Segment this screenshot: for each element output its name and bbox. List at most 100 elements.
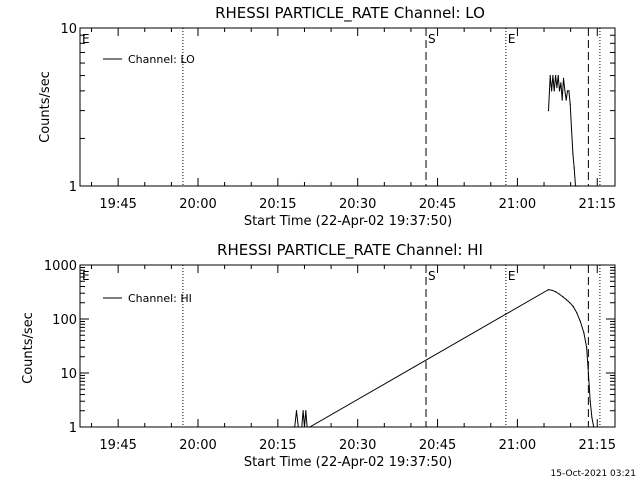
data-point — [558, 293, 560, 295]
data-point — [570, 128, 573, 130]
data-point — [569, 302, 571, 304]
data-point — [583, 332, 585, 334]
data-point — [292, 426, 294, 428]
data-point — [572, 306, 574, 308]
plot-frame-hi — [79, 264, 616, 428]
series-hi — [292, 289, 595, 428]
data-point — [549, 75, 551, 77]
data-point — [572, 153, 574, 155]
data-point — [552, 75, 554, 77]
data-point — [307, 426, 310, 428]
panel-hi: RHESSI PARTICLE_RATE Channel: HI 1101001… — [21, 241, 616, 470]
plot-frame-lo — [79, 27, 616, 187]
legend-label-lo: Channel: LO — [128, 53, 195, 66]
y-axis-label-hi: Counts/sec — [21, 312, 36, 384]
panel-lo: RHESSI PARTICLE_RATE Channel: LO 1 10 19:… — [38, 4, 616, 229]
data-point — [562, 77, 565, 79]
data-point — [557, 75, 559, 77]
x-axis-hi: 19:45 20:00 20:15 20:30 20:45 21:00 21:15 — [91, 265, 616, 453]
data-point — [591, 416, 593, 419]
y-axis-label-lo: Counts/sec — [38, 71, 53, 143]
series-line — [548, 75, 579, 187]
x-axis-label-hi: Start Time (22-Apr-02 19:37:50) — [244, 455, 452, 470]
data-point — [306, 426, 308, 428]
x-tick-label: 20:30 — [339, 438, 376, 453]
annotation-label: E — [508, 32, 516, 46]
x-tick-label: 20:45 — [419, 197, 456, 212]
data-point — [566, 90, 569, 92]
data-point — [579, 320, 582, 323]
series-lo — [547, 75, 579, 187]
annotation-label: S — [428, 269, 436, 283]
x-tick-label: 21:15 — [579, 197, 616, 212]
data-point — [576, 185, 578, 187]
data-point — [555, 75, 557, 77]
y-tick-label: 1 — [69, 180, 77, 195]
chart-title-hi: RHESSI PARTICLE_RATE Channel: HI — [217, 241, 483, 260]
annotation-label: E — [82, 269, 90, 283]
x-tick-label: 20:45 — [419, 438, 456, 453]
data-point — [574, 185, 577, 187]
chart-title-lo: RHESSI PARTICLE_RATE Channel: LO — [215, 4, 485, 23]
data-point — [301, 426, 303, 428]
data-point — [573, 167, 575, 169]
data-point — [562, 296, 564, 298]
y-tick-label: 1000 — [44, 259, 77, 274]
data-point — [569, 103, 571, 105]
x-tick-label: 20:15 — [259, 197, 296, 212]
data-point — [586, 346, 588, 348]
y-tick-label: 10 — [60, 367, 77, 382]
x-tick-label: 20:00 — [179, 438, 216, 453]
data-point — [551, 90, 553, 92]
data-point — [568, 90, 570, 92]
y-tick-label: 100 — [52, 313, 77, 328]
data-point — [297, 426, 299, 428]
y-tick-label: 1 — [69, 421, 77, 436]
data-point — [302, 410, 304, 412]
generated-timestamp: 15-Oct-2021 03:21 — [551, 469, 636, 479]
data-point — [565, 99, 567, 101]
y-axis-hi: 1 10 100 1000 — [44, 259, 615, 436]
x-tick-label: 21:15 — [579, 438, 616, 453]
x-axis-label-lo: Start Time (22-Apr-02 19:37:50) — [244, 214, 452, 229]
annotation-label: S — [428, 32, 436, 46]
data-point — [577, 185, 579, 187]
y-axis-lo: 1 10 — [60, 22, 615, 195]
x-tick-label: 19:45 — [99, 438, 136, 453]
data-point — [547, 289, 550, 291]
data-point — [553, 90, 555, 92]
y-tick-label: 10 — [60, 22, 77, 37]
data-point — [558, 90, 561, 92]
data-point — [309, 426, 311, 428]
x-tick-label: 20:15 — [259, 438, 296, 453]
x-tick-label: 21:00 — [499, 438, 536, 453]
data-point — [561, 99, 563, 101]
series-line — [292, 289, 595, 428]
legend-label-hi: Channel: HI — [128, 292, 192, 305]
annotation-label: E — [82, 32, 90, 46]
data-point — [295, 410, 298, 412]
data-point — [587, 372, 590, 374]
data-point — [556, 86, 558, 89]
legend-hi: Channel: HI — [103, 292, 192, 305]
data-point — [564, 90, 566, 92]
legend-lo: Channel: LO — [103, 53, 195, 66]
data-point — [547, 110, 550, 112]
data-point — [303, 426, 306, 428]
data-point — [593, 426, 595, 428]
data-point — [551, 289, 553, 291]
x-tick-label: 19:45 — [99, 197, 136, 212]
data-point — [305, 410, 307, 412]
data-point — [555, 291, 557, 293]
x-axis-lo: 19:45 20:00 20:15 20:30 20:45 21:00 21:15 — [91, 28, 616, 212]
data-point — [589, 400, 591, 402]
x-tick-label: 20:00 — [179, 197, 216, 212]
annotation-label: E — [508, 269, 516, 283]
data-point — [294, 426, 296, 428]
data-point — [560, 82, 562, 84]
x-tick-label: 21:00 — [499, 197, 536, 212]
data-point — [565, 298, 567, 301]
